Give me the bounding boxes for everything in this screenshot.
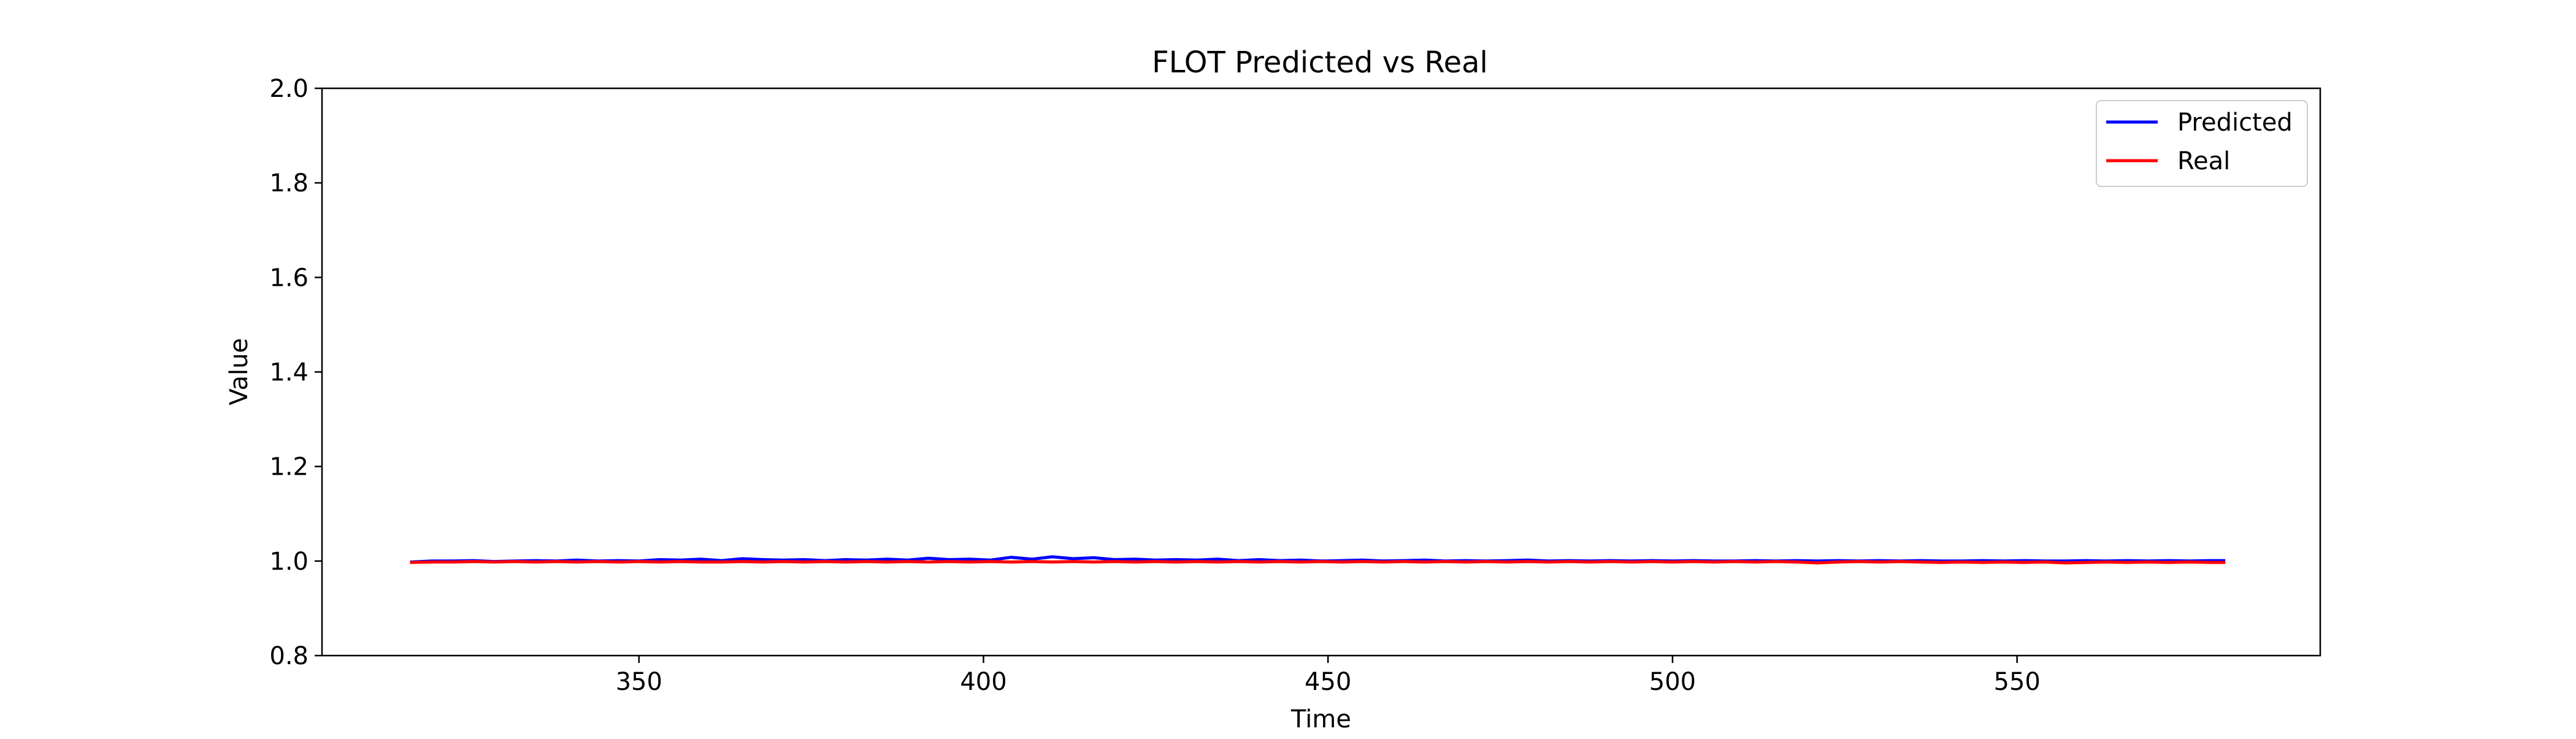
y-axis: 0.8 1.0 1.2 1.4 1.6 1.8 2.0 [269, 75, 322, 670]
chart-title: FLOT Predicted vs Real [1152, 45, 1488, 80]
series-lines [410, 555, 2226, 565]
series-line-real [410, 560, 2226, 565]
legend-label-predicted: Predicted [2177, 109, 2293, 137]
x-tick-label: 500 [1649, 668, 1696, 696]
y-tick-label: 1.0 [269, 548, 309, 576]
y-tick-label: 1.2 [269, 453, 309, 481]
x-tick-label: 450 [1305, 668, 1351, 696]
y-axis-title: Value [225, 338, 253, 405]
x-tick-label: 550 [1994, 668, 2041, 696]
y-tick-label: 0.8 [269, 642, 309, 670]
y-tick-label: 1.6 [269, 264, 309, 292]
y-tick-label: 2.0 [269, 75, 309, 103]
x-tick-label: 350 [616, 668, 662, 696]
x-axis-title: Time [1290, 705, 1351, 733]
y-tick-label: 1.8 [269, 169, 309, 197]
x-axis: 350 400 450 500 550 [616, 656, 2041, 696]
x-tick-label: 400 [960, 668, 1006, 696]
y-tick-label: 1.4 [269, 359, 309, 387]
legend-label-real: Real [2177, 147, 2230, 175]
legend: Predicted Real [2096, 100, 2308, 187]
